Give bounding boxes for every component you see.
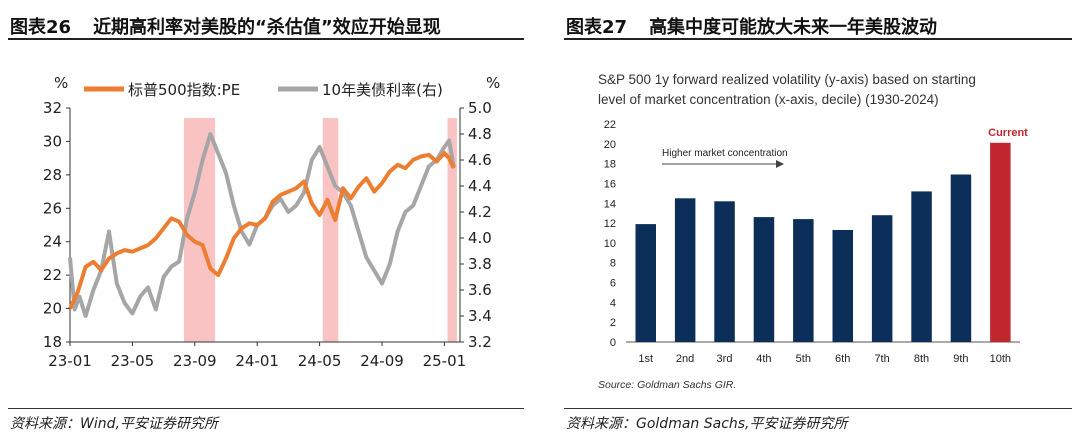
bar-2nd [674,198,696,342]
bar-6th [832,230,853,342]
yield-series-line [68,132,456,318]
volatility-bar-chart: S&P 500 1y forward realized volatility (… [598,72,1028,391]
bar-8th [911,191,932,342]
right-y-tick-label: 3.4 [468,307,492,325]
right-y-tick-label: 4.0 [468,229,492,247]
bar-x-tick-label: 7th [874,353,889,365]
concentration-arrow: Higher market concentration [662,148,788,168]
bar-y-tick-label: 16 [604,178,616,190]
bar-y-tick-label: 0 [610,337,616,349]
x-tick-label: 23-09 [173,352,217,370]
right-source: 资料来源：Goldman Sachs,平安证券研究所 [566,416,848,432]
left-source: 资料来源：Wind,平安证券研究所 [10,416,218,432]
right-y-tick-label: 5.0 [468,99,492,117]
bar-chart-title-line-2: level of market concentration (x-axis, d… [598,92,939,107]
bar-chart-source-note: Source: Goldman Sachs GIR. [598,379,736,391]
right-y-tick-label: 4.8 [468,125,492,143]
left-y-tick-label: 18 [43,333,62,351]
bar-5th [793,219,814,342]
left-y-tick-label: 26 [43,199,62,217]
left-y-tick-label: 22 [43,266,62,284]
left-y-tick-label: 24 [43,233,62,251]
legend-yield-label: 10年美债利率(右) [322,81,443,99]
right-panel: 图表27 高集中度可能放大未来一年美股波动 S&P 500 1y forward … [564,0,1072,442]
right-title-number: 图表27 [566,17,628,38]
bar-10th [990,142,1011,342]
x-tick-label: 24-09 [360,352,404,370]
left-title-bar: 图表26 近期高利率对美股的“杀估值”效应开始显现 [8,8,524,38]
left-axis-unit: % [54,74,68,92]
left-title-rule [8,38,524,40]
x-tick-label: 25-01 [423,352,467,370]
bar-x-tick-label: 2nd [676,353,694,365]
right-y-tick-label: 3.6 [468,281,492,299]
right-title-text: 高集中度可能放大未来一年美股波动 [649,17,938,38]
bar-x-tick-label: 3rd [717,353,733,365]
bar-x-tick-label: 1st [638,353,653,365]
current-annotation: Current [988,127,1028,139]
legend-pe-label: 标普500指数:PE [128,81,240,99]
bar-1st [635,224,656,342]
right-axis-unit: % [486,74,500,92]
bar-9th [950,174,972,342]
bar-y-tick-label: 6 [610,278,616,290]
left-panel: 图表26 近期高利率对美股的“杀估值”效应开始显现 18 20 22 24 26 28 30 3… [8,0,524,442]
bar-x-tick-label: 4th [756,353,771,365]
right-title-rule [564,38,1072,40]
bar-y-tick-label: 12 [604,218,616,230]
bar-y-tick-label: 22 [604,119,616,131]
bar-chart-title-line-1: S&P 500 1y forward realized volatility (… [598,72,976,87]
right-title-bar: 图表27 高集中度可能放大未来一年美股波动 [564,8,1072,38]
bar-y-tick-label: 2 [610,317,616,329]
right-y-tick-label: 3.2 [468,333,492,351]
bar-y-tick-label: 14 [604,198,616,210]
bar-4th [753,217,775,342]
bar-y-tick-label: 18 [604,159,616,171]
left-title: 图表26 近期高利率对美股的“杀估值”效应开始显现 [10,13,441,39]
left-y-tick-label: 28 [43,166,62,184]
bar-x-tick-label: 9th [953,353,968,365]
left-y-tick-label: 30 [43,132,62,150]
x-tick-label: 23-05 [111,352,155,370]
left-y-tick-label: 20 [43,300,62,318]
shaded-period-1 [183,118,216,342]
bar-y-tick-label: 10 [604,238,616,250]
x-tick-label: 24-05 [298,352,342,370]
left-title-number: 图表26 [10,17,72,38]
left-footer-rule [8,408,524,409]
bar-y-tick-label: 4 [610,297,616,309]
bar-x-tick-label: 8th [914,353,929,365]
shaded-period-3 [447,118,457,342]
arrow-head-icon [776,160,784,168]
left-y-tick-label: 32 [43,99,62,117]
right-y-tick-label: 4.6 [468,151,492,169]
arrow-label: Higher market concentration [662,148,788,159]
pe-vs-yield-chart: 18 20 22 24 26 28 30 32 3.2 3.4 3.6 3.8 4.0 4.2 4.4 4.6… [43,74,500,370]
right-y-tick-label: 3.8 [468,255,492,273]
x-tick-label: 24-01 [235,352,279,370]
right-title: 图表27 高集中度可能放大未来一年美股波动 [566,13,937,39]
right-footer-rule [564,408,1072,409]
right-y-tick-label: 4.2 [468,203,492,221]
bar-x-tick-label: 5th [796,353,811,365]
left-title-text: 近期高利率对美股的“杀估值”效应开始显现 [93,17,441,38]
bar-3rd [714,201,735,342]
left-legend: 标普500指数:PE 10年美债利率(右) [84,81,443,99]
shaded-period-2 [322,118,339,342]
x-tick-label: 23-01 [48,352,92,370]
pe-series-line [68,151,456,310]
bar-x-tick-label: 6th [835,353,850,365]
bar-y-tick-label: 20 [604,139,616,151]
bar-7th [871,215,893,342]
bar-x-tick-label: 10th [990,353,1011,365]
right-y-tick-label: 4.4 [468,177,492,195]
bar-y-tick-label: 8 [610,258,616,270]
